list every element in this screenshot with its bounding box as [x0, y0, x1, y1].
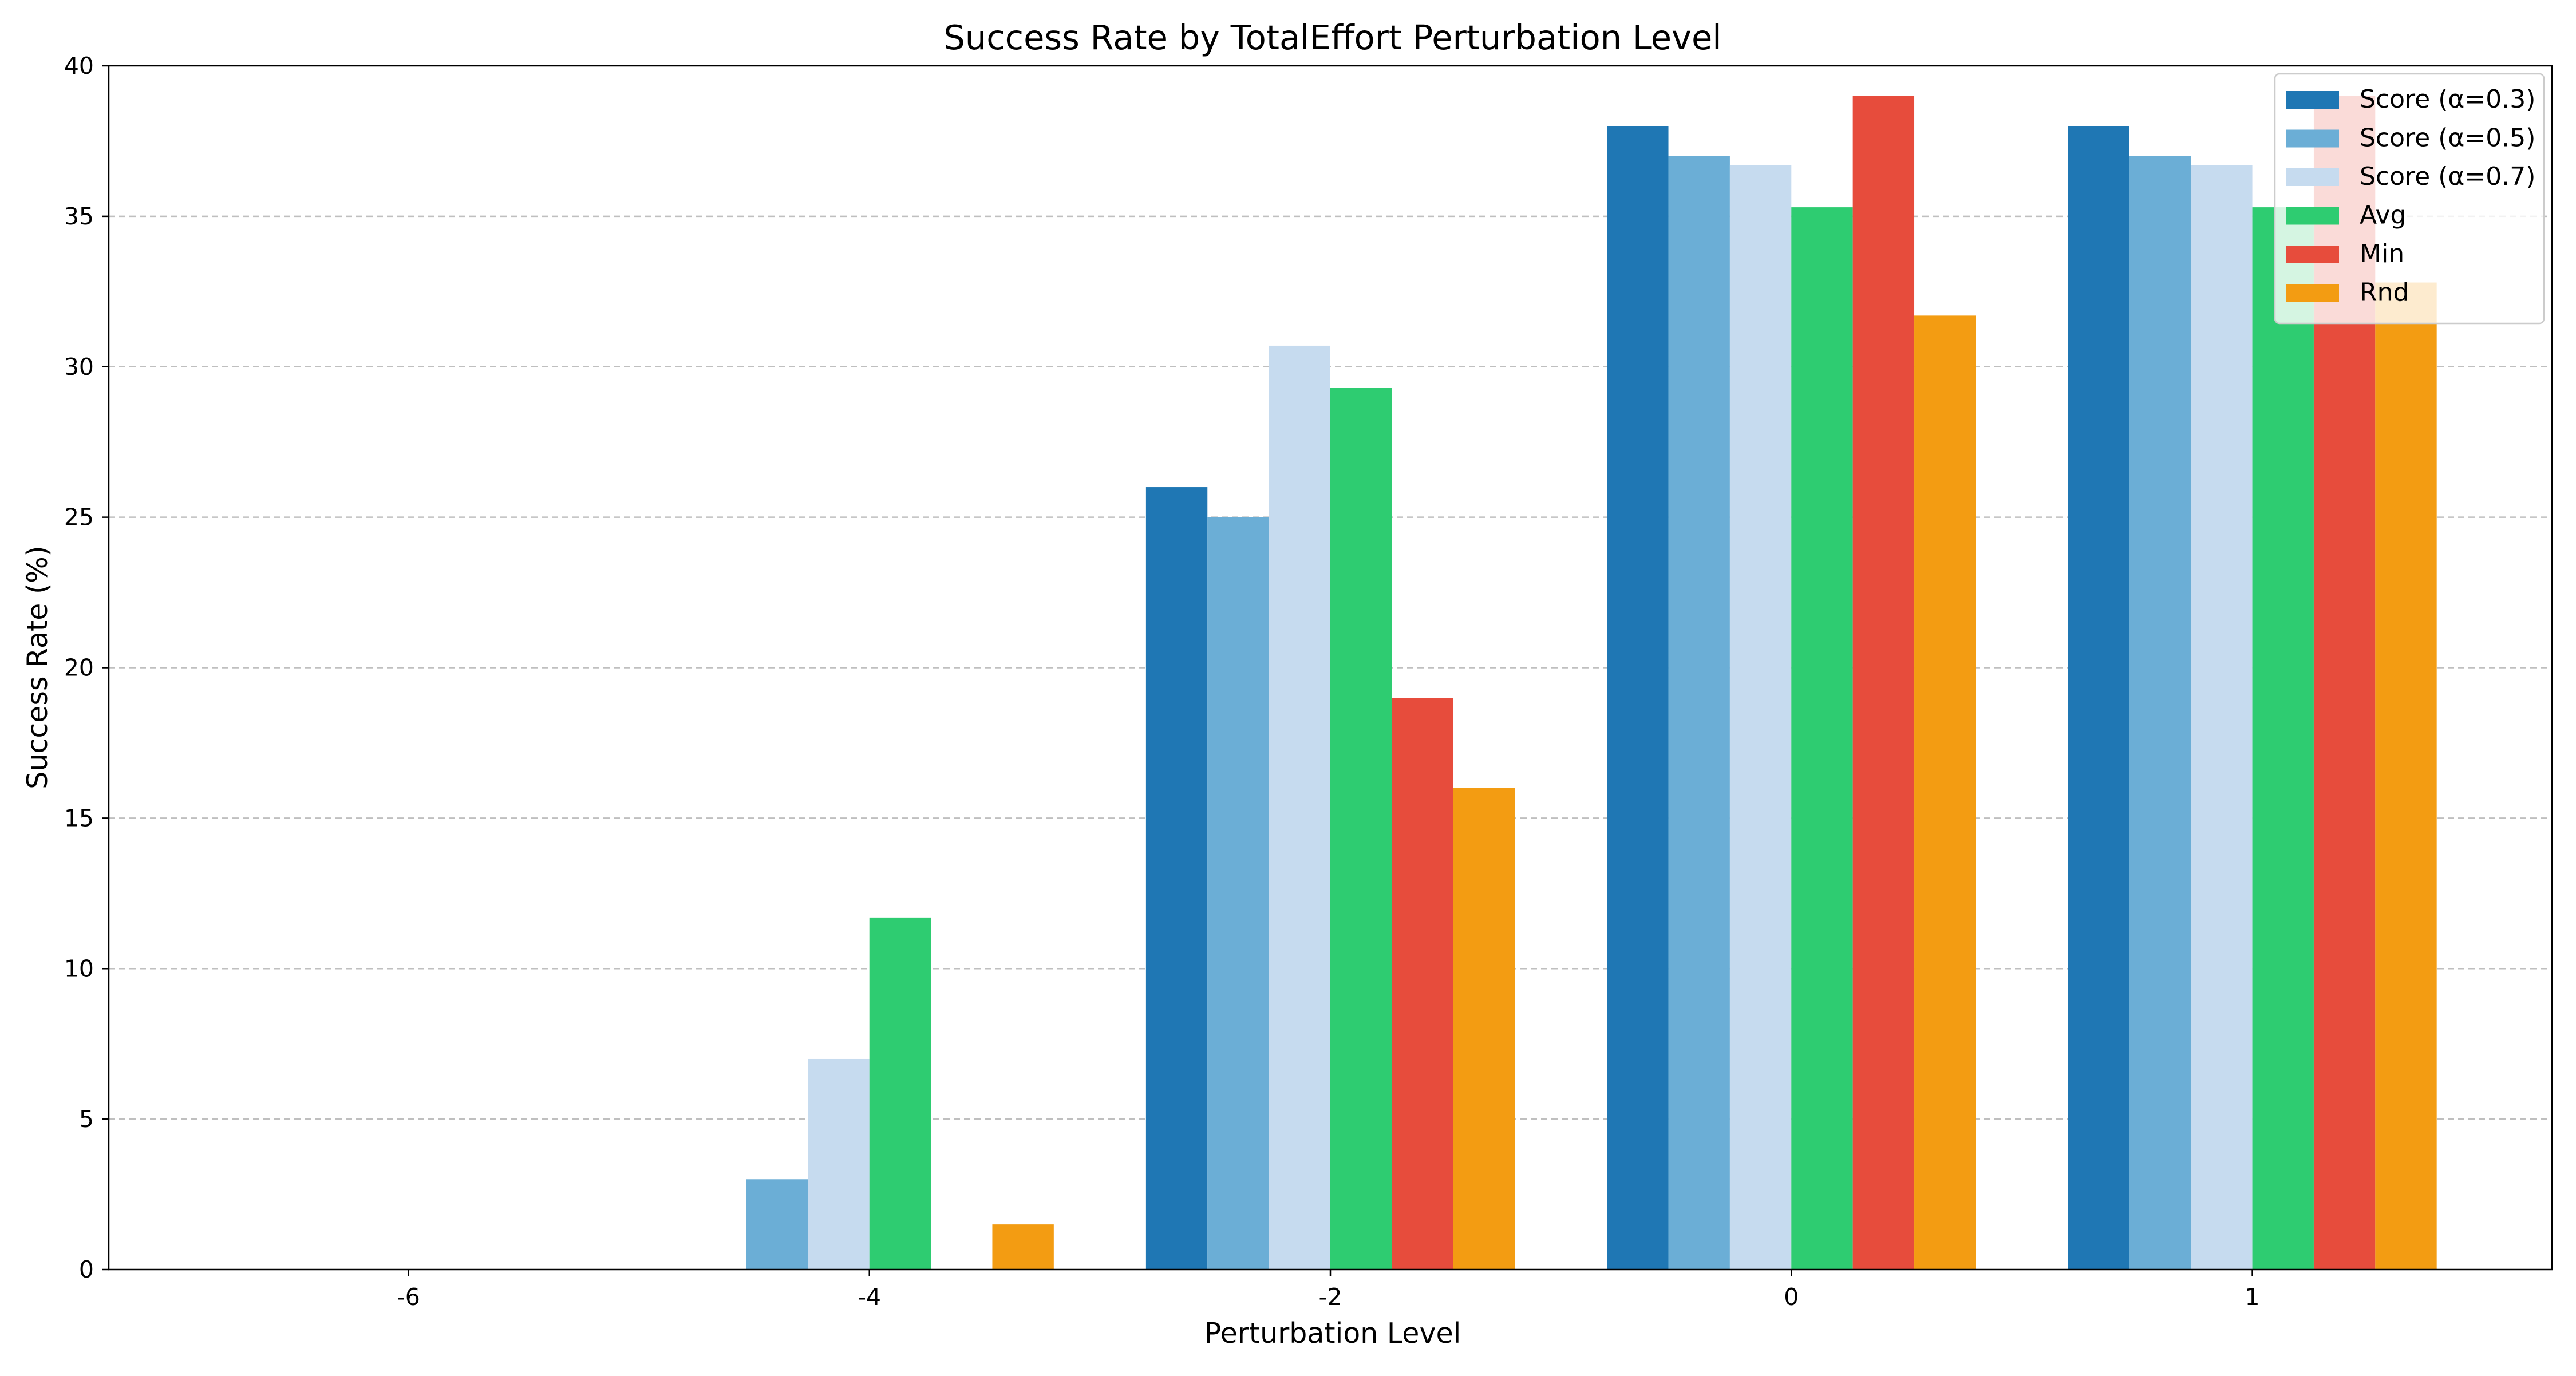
chart-title: Success Rate by TotalEffort Perturbation…	[943, 18, 1721, 57]
bar	[1453, 788, 1515, 1270]
bar	[1914, 315, 1976, 1270]
legend-label: Score (α=0.3)	[2360, 85, 2535, 114]
y-tick-label: 35	[64, 203, 94, 230]
bar	[1852, 96, 1915, 1270]
bar	[2191, 165, 2253, 1270]
bar	[1392, 698, 1453, 1270]
y-ticks: 0 5 10 15 20 25 30 35 40	[64, 52, 109, 1283]
bar	[2068, 126, 2129, 1270]
y-tick-label: 0	[79, 1256, 94, 1283]
bars	[746, 96, 2437, 1270]
y-tick-label: 15	[64, 804, 94, 832]
x-ticks: -6 -4 -2 0 1	[397, 1270, 2260, 1311]
x-tick-label: -2	[1319, 1283, 1342, 1311]
y-tick-label: 30	[64, 353, 94, 381]
legend-label: Min	[2360, 239, 2404, 268]
bar	[2252, 207, 2314, 1270]
bar	[1330, 388, 1392, 1270]
bar	[1207, 517, 1269, 1270]
x-tick-label: -6	[397, 1283, 420, 1311]
y-tick-label: 5	[79, 1105, 94, 1133]
bar	[1729, 165, 1792, 1270]
bar	[1668, 156, 1730, 1270]
x-axis-label: Perturbation Level	[1204, 1317, 1461, 1350]
y-tick-label: 20	[64, 654, 94, 682]
x-tick-label: 1	[2245, 1283, 2260, 1311]
y-tick-label: 40	[64, 52, 94, 80]
legend-label: Rnd	[2360, 278, 2409, 307]
y-axis-label: Success Rate (%)	[21, 545, 54, 789]
legend-swatch	[2286, 129, 2339, 148]
legend-swatch	[2286, 207, 2339, 225]
bar	[2375, 282, 2437, 1270]
bar	[2129, 156, 2191, 1270]
x-tick-label: -4	[858, 1283, 881, 1311]
bar	[1791, 207, 1853, 1270]
legend-swatch	[2286, 246, 2339, 263]
bar	[1269, 345, 1330, 1270]
legend-box	[2274, 73, 2545, 325]
bar	[808, 1058, 870, 1270]
legend-label: Avg	[2360, 201, 2407, 230]
y-tick-label: 25	[64, 504, 94, 531]
legend-swatch	[2286, 284, 2339, 302]
legend: Score (α=0.3) Score (α=0.5) Score (α=0.7) A…	[2274, 73, 2545, 325]
legend-label: Score (α=0.7)	[2360, 162, 2535, 191]
legend-swatch	[2286, 91, 2339, 109]
legend-swatch	[2286, 168, 2339, 186]
y-tick-label: 10	[64, 955, 94, 982]
bar	[869, 917, 931, 1270]
legend-label: Score (α=0.5)	[2360, 124, 2535, 153]
bar	[1145, 487, 1208, 1270]
bar	[1607, 126, 1669, 1270]
bar	[992, 1224, 1054, 1270]
bar	[746, 1179, 808, 1270]
x-tick-label: 0	[1784, 1283, 1799, 1311]
